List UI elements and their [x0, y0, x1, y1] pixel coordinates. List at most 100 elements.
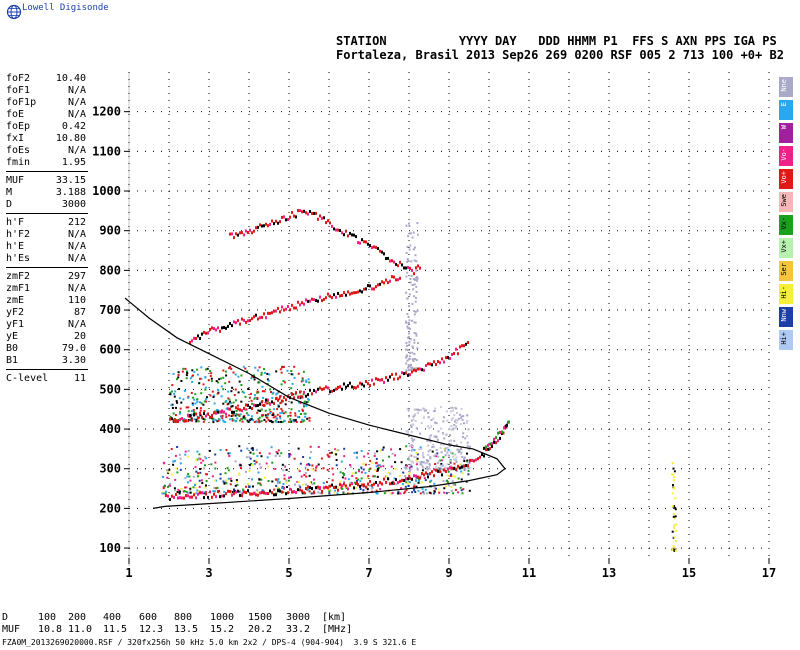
echo-point: [407, 235, 410, 238]
echo-point: [277, 421, 280, 423]
trace-point: [461, 465, 463, 469]
trace-point: [409, 373, 411, 377]
echo-point: [258, 463, 261, 466]
trace-point: [243, 490, 245, 494]
echo-point: [272, 408, 275, 411]
echo-point: [214, 461, 217, 464]
trace-point: [489, 442, 491, 446]
trace-point: [281, 305, 283, 309]
echo-point: [188, 475, 191, 478]
echo-point: [215, 410, 218, 413]
trace-point: [417, 475, 419, 479]
echo-point: [415, 427, 418, 430]
echo-point: [407, 348, 410, 351]
echo-point: [174, 454, 177, 457]
trace-point: [427, 362, 429, 366]
trace-point: [235, 490, 237, 494]
echo-point: [308, 419, 311, 422]
trace-point: [239, 493, 241, 497]
echo-point: [172, 420, 175, 423]
param-row: yF1 N/A: [6, 319, 86, 331]
echo-point: [459, 423, 462, 426]
echo-point: [463, 422, 465, 425]
echo-point: [446, 479, 449, 482]
trace-point: [399, 375, 401, 379]
trace-point: [255, 493, 257, 497]
trace-point: [327, 219, 329, 223]
echo-point: [192, 374, 194, 377]
echo-point: [206, 367, 209, 370]
echo-point: [419, 461, 422, 464]
trace-point: [387, 477, 389, 481]
trace-point: [325, 485, 327, 489]
echo-point: [309, 445, 312, 448]
echo-point: [456, 448, 459, 451]
echo-point: [393, 477, 396, 480]
trace-point: [253, 492, 255, 496]
echo-point: [195, 470, 198, 473]
trace-point: [195, 337, 197, 340]
trace-point: [411, 268, 413, 272]
trace-point: [175, 493, 177, 496]
echo-point: [174, 414, 177, 416]
echo-point: [289, 411, 292, 414]
echo-point: [249, 457, 252, 460]
echo-point: [457, 477, 460, 480]
echo-point: [444, 466, 447, 469]
x-tick-label: 17: [762, 566, 776, 580]
echo-point: [263, 476, 266, 479]
echo-point: [305, 483, 308, 486]
echo-point: [238, 380, 241, 383]
echo-point: [408, 459, 411, 462]
echo-point: [196, 368, 199, 371]
echo-point: [458, 413, 461, 416]
echo-point: [166, 476, 169, 479]
trace-point: [347, 290, 349, 294]
echo-point: [206, 396, 208, 399]
echo-point: [462, 415, 465, 418]
echo-point: [335, 464, 338, 467]
echo-point: [342, 472, 344, 475]
echo-point: [259, 401, 262, 404]
footer-cell: [MHz]: [322, 624, 353, 635]
echo-point: [242, 415, 245, 418]
trace-point: [475, 458, 477, 462]
legend-swatch: Vo+: [779, 169, 793, 189]
echo-point: [406, 258, 409, 260]
echo-point: [427, 416, 430, 419]
trace-point: [229, 322, 231, 325]
legend-swatch: Nnw: [779, 307, 793, 327]
echo-point: [308, 464, 311, 467]
trace-point: [401, 263, 403, 267]
trace-point: [205, 331, 207, 335]
echo-point: [230, 490, 233, 493]
echo-point: [242, 488, 245, 491]
echo-point: [463, 460, 466, 462]
echo-point: [245, 456, 248, 459]
echo-point: [274, 468, 277, 470]
echo-point: [672, 545, 675, 548]
trace-point: [403, 479, 405, 482]
param-value: 1.95: [61, 157, 86, 168]
echo-point: [196, 458, 199, 461]
echo-point: [264, 371, 266, 374]
echo-point: [170, 390, 173, 393]
trace-point: [279, 395, 281, 399]
echo-point: [453, 458, 456, 461]
echo-point: [408, 248, 411, 251]
echo-point: [199, 377, 201, 380]
echo-point: [406, 297, 409, 300]
trace-point: [349, 381, 351, 385]
echo-point: [675, 523, 677, 526]
echo-point: [304, 472, 307, 474]
trace-point: [341, 231, 343, 235]
echo-point: [440, 443, 443, 446]
footer-cell: 11.5: [103, 624, 128, 635]
echo-point: [268, 420, 271, 423]
trace-point: [279, 310, 281, 314]
echo-point: [230, 390, 233, 393]
trace-point: [285, 398, 287, 402]
echo-point: [417, 342, 419, 344]
echo-point: [449, 444, 451, 447]
echo-point: [235, 413, 238, 416]
